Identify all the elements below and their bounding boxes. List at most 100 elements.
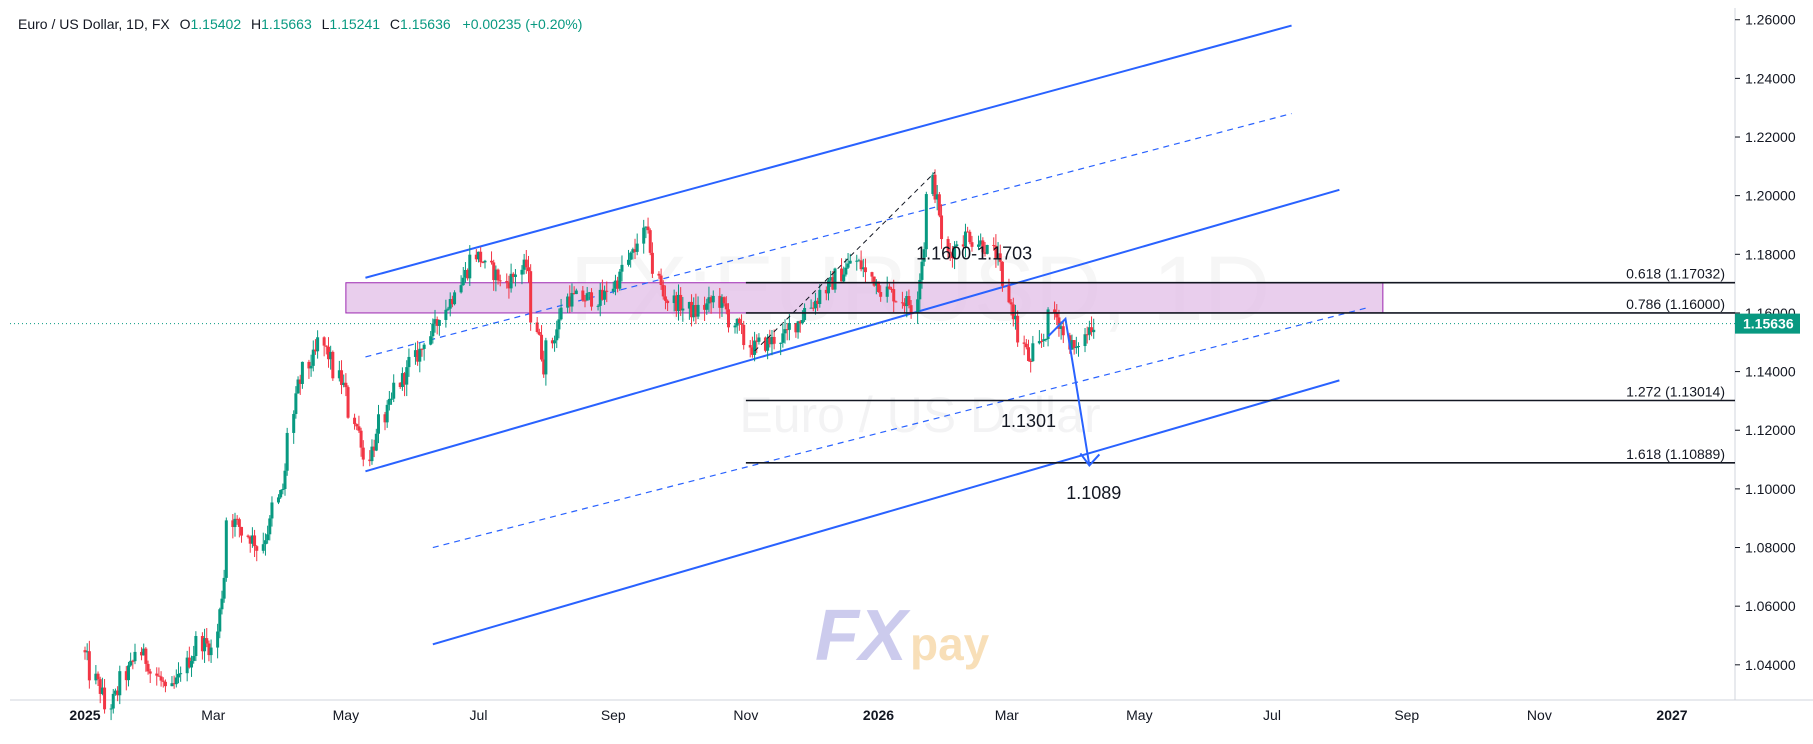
candle	[87, 640, 91, 689]
candle	[444, 299, 448, 328]
candle-body	[983, 252, 987, 254]
candle-body	[1061, 326, 1065, 336]
candle	[1070, 334, 1074, 350]
candle	[798, 319, 802, 333]
candle-body	[879, 291, 883, 297]
candle	[648, 228, 652, 256]
candle-body	[142, 648, 146, 656]
candle	[194, 631, 198, 662]
candle	[263, 533, 267, 556]
candle	[950, 245, 954, 268]
candle	[1090, 316, 1094, 337]
candle	[844, 258, 848, 277]
y-tick-label: 1.06000	[1745, 598, 1796, 614]
candle	[344, 373, 348, 397]
candle-body	[787, 323, 791, 330]
candle	[268, 515, 272, 541]
candle-body	[894, 301, 898, 303]
candle-body	[905, 296, 909, 307]
candle-body	[650, 252, 654, 274]
candle-body	[968, 231, 972, 243]
candle	[398, 382, 402, 389]
candle-body	[1044, 338, 1048, 340]
candle	[316, 330, 320, 359]
candle-body	[170, 683, 174, 687]
candle	[920, 258, 924, 289]
candle-body	[918, 279, 922, 300]
candle-body	[126, 665, 130, 681]
candle	[496, 268, 500, 285]
candle-body	[581, 290, 585, 301]
candle	[231, 514, 235, 539]
candle	[509, 263, 513, 293]
candle-body	[520, 269, 524, 275]
candle-body	[892, 289, 896, 302]
candle	[459, 275, 463, 294]
candle-body	[292, 413, 296, 433]
level-label-1: 0.618 (1.17032)	[1626, 266, 1725, 282]
candle-body	[1011, 304, 1015, 320]
candle-body	[85, 651, 89, 653]
candle	[94, 665, 98, 685]
candle	[340, 360, 344, 395]
candle	[661, 280, 665, 300]
candle	[859, 250, 863, 272]
candle	[1022, 335, 1026, 356]
x-tick-label: Sep	[1394, 707, 1419, 723]
candle-body	[970, 242, 974, 247]
candle	[753, 331, 757, 362]
candle-body	[148, 671, 152, 674]
candle	[294, 386, 298, 419]
level-label-3: 1.272 (1.13014)	[1626, 384, 1725, 400]
candle	[750, 336, 754, 358]
candle-body	[705, 303, 709, 310]
candle-body	[633, 249, 637, 252]
candle-body	[192, 656, 196, 661]
fxpay-logo-fx: FX	[815, 596, 911, 676]
candle	[890, 286, 894, 293]
candle	[300, 361, 304, 389]
candle	[337, 360, 341, 382]
candle-body	[568, 296, 572, 307]
y-tick-label: 1.08000	[1745, 540, 1796, 556]
candle	[709, 295, 713, 314]
current-price-tag	[1735, 313, 1800, 334]
candle	[326, 337, 330, 368]
chart-legend: Euro / US Dollar, 1D, FX O1.15402 H1.156…	[18, 16, 582, 32]
candle-body	[583, 300, 587, 302]
candle-body	[444, 309, 448, 320]
candle	[342, 374, 346, 388]
candle-body	[933, 174, 937, 200]
candle-body	[1007, 285, 1011, 303]
candle	[163, 679, 167, 693]
candle-body	[1072, 340, 1076, 349]
candle	[359, 427, 363, 457]
candle	[498, 274, 502, 287]
candle-body	[422, 344, 426, 349]
candle	[781, 324, 785, 348]
candle	[737, 317, 741, 331]
candle-body	[955, 244, 959, 247]
candle	[1024, 339, 1028, 350]
candle	[98, 676, 102, 704]
candle	[266, 525, 270, 544]
candle	[679, 287, 683, 316]
close-value: 1.15636	[400, 16, 451, 32]
candle	[857, 258, 861, 262]
candle	[583, 294, 587, 308]
x-tick-label: Jul	[1263, 707, 1281, 723]
candle-body	[281, 488, 285, 491]
candle	[200, 632, 204, 660]
candle-body	[370, 446, 374, 462]
candle-body	[253, 535, 257, 547]
candle-body	[294, 393, 298, 414]
candle	[977, 235, 981, 251]
candle-body	[613, 280, 617, 289]
candle	[159, 671, 163, 687]
candle-body	[1083, 334, 1087, 347]
candle-body	[1090, 327, 1094, 333]
candle	[146, 660, 150, 675]
candle	[1072, 339, 1076, 355]
candle	[994, 234, 998, 268]
